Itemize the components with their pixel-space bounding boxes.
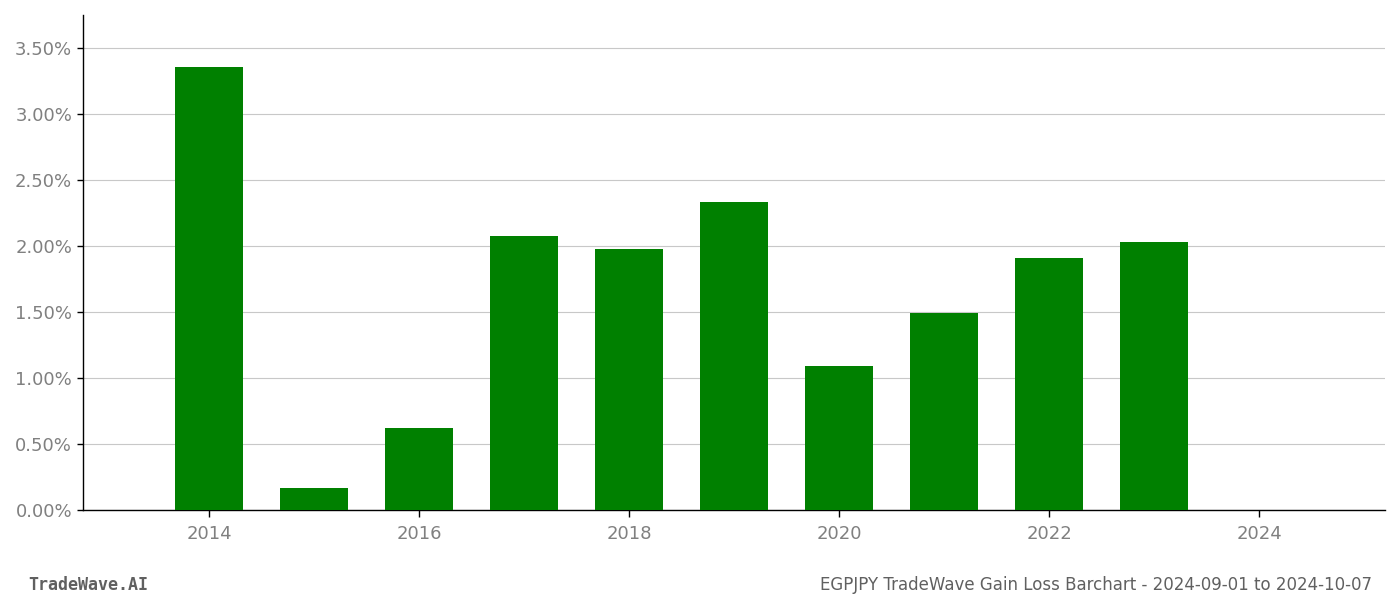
Bar	[385, 428, 454, 510]
Bar	[700, 202, 769, 510]
Bar	[490, 236, 559, 510]
Bar	[1120, 242, 1189, 510]
Bar	[805, 365, 874, 510]
Bar	[175, 67, 244, 510]
Bar	[595, 249, 664, 510]
Text: EGPJPY TradeWave Gain Loss Barchart - 2024-09-01 to 2024-10-07: EGPJPY TradeWave Gain Loss Barchart - 20…	[820, 576, 1372, 594]
Bar	[280, 488, 349, 510]
Bar	[910, 313, 979, 510]
Bar	[1015, 258, 1084, 510]
Text: TradeWave.AI: TradeWave.AI	[28, 576, 148, 594]
